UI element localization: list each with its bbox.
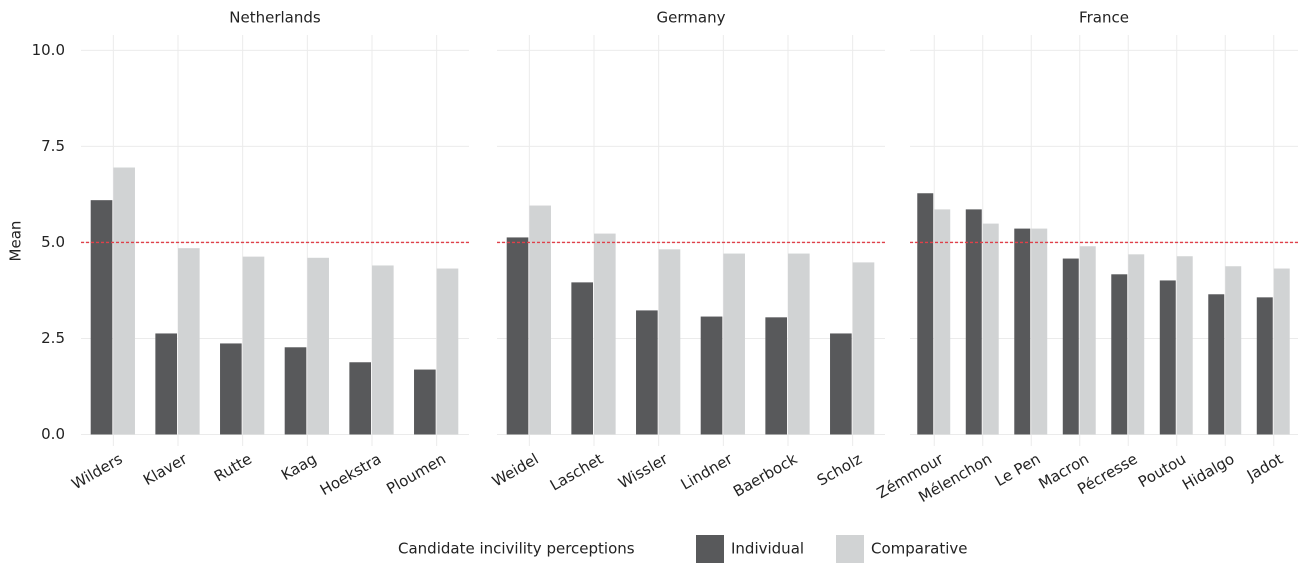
legend-label: Individual (731, 540, 804, 558)
bar (436, 268, 459, 435)
x-tick-label: Weidel (489, 450, 542, 491)
bar (349, 362, 371, 435)
bar (284, 347, 307, 435)
bar (571, 282, 593, 435)
bar (307, 257, 329, 435)
bar (155, 333, 177, 435)
y-tick-label: 5.0 (41, 233, 65, 251)
x-tick-label: Ploumen (383, 450, 449, 498)
y-tick-label: 2.5 (41, 329, 65, 347)
bar (113, 167, 135, 435)
bar (1031, 228, 1048, 435)
bar (1225, 266, 1242, 435)
x-tick-label: Hoekstra (317, 450, 384, 499)
facet-title: Germany (657, 9, 726, 27)
bar (178, 248, 200, 435)
y-tick-label: 10.0 (32, 41, 65, 59)
bar (700, 316, 723, 435)
bar (506, 237, 529, 435)
x-tick-label: Klaver (140, 449, 191, 489)
x-tick-label: Kaag (278, 450, 319, 484)
bar (982, 223, 999, 435)
bar (414, 369, 436, 435)
facet-title: France (1079, 9, 1129, 27)
legend-swatch (696, 535, 724, 563)
bar (1159, 280, 1176, 435)
bar (1208, 294, 1225, 435)
facet-title: Netherlands (229, 9, 321, 27)
x-tick-label: Le Pen (992, 450, 1044, 490)
x-tick-label: Baerbock (730, 450, 800, 501)
bar (1079, 246, 1096, 435)
bar (965, 209, 982, 435)
x-tick-label: Scholz (814, 450, 865, 490)
legend-label: Comparative (871, 540, 968, 558)
legend-swatch (836, 535, 864, 563)
bar (723, 253, 745, 435)
bar (830, 333, 852, 435)
x-tick-label: Rutte (211, 450, 255, 486)
bar (1176, 256, 1193, 435)
bar (1111, 274, 1128, 435)
bar (372, 265, 394, 435)
x-tick-label: Jadot (1243, 450, 1286, 485)
bar (765, 317, 787, 435)
bar (1273, 268, 1290, 435)
bar (1256, 297, 1273, 435)
x-tick-label: Poutou (1135, 450, 1189, 491)
bar (852, 262, 875, 435)
y-axis-label: Mean (7, 221, 25, 262)
x-tick-label: Wilders (68, 450, 125, 493)
x-tick-label: Wissler (615, 449, 671, 492)
x-tick-label: Hidalgo (1179, 450, 1237, 494)
bar (1128, 254, 1145, 435)
bar (658, 249, 681, 435)
bar (934, 209, 951, 435)
bar (636, 310, 658, 435)
x-tick-label: Laschet (547, 450, 607, 495)
x-tick-label: Lindner (678, 449, 737, 493)
bar (917, 193, 934, 435)
bar (529, 205, 551, 435)
bar (1014, 228, 1031, 435)
bar (242, 256, 265, 435)
y-tick-label: 0.0 (41, 425, 65, 443)
bar (1062, 258, 1079, 435)
legend-title: Candidate incivility perceptions (398, 540, 635, 558)
bar (594, 233, 616, 435)
bar (788, 253, 810, 435)
bar (220, 343, 242, 435)
bar (90, 200, 113, 435)
y-tick-label: 7.5 (41, 137, 65, 155)
